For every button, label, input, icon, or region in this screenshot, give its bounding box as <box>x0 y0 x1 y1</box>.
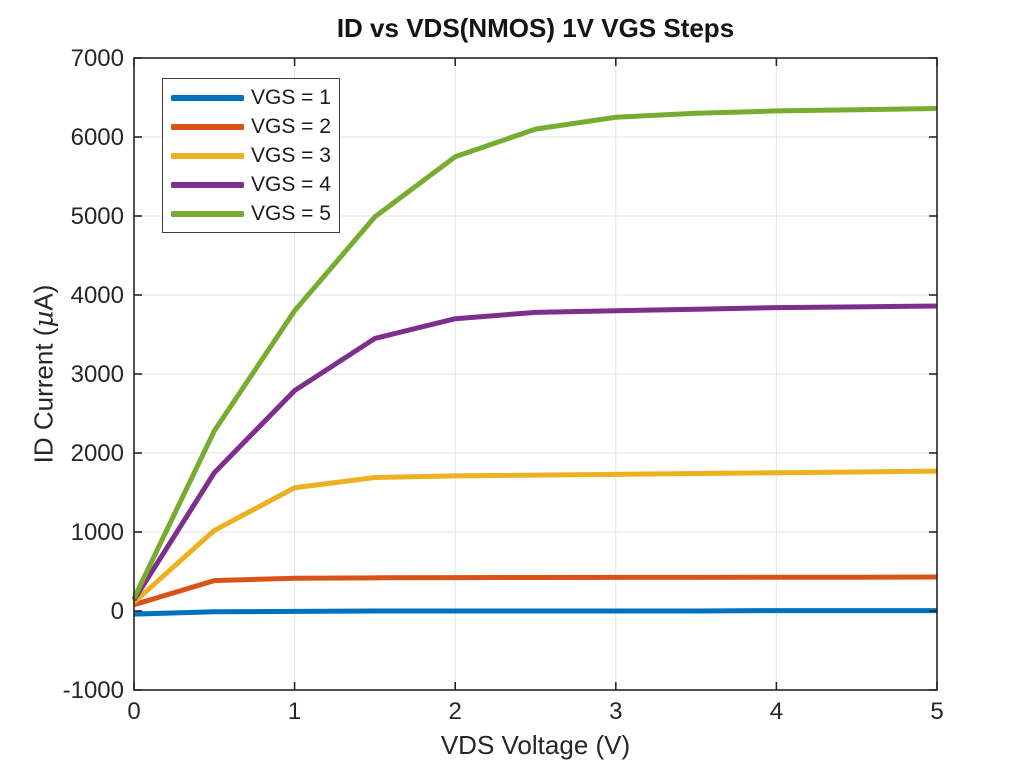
series-line-vgs-4 <box>131 303 938 602</box>
x-tick-label: 3 <box>609 698 622 725</box>
mu-symbol: µ <box>29 310 60 328</box>
legend-label: VGS = 5 <box>251 201 331 225</box>
y-tick-label: 3000 <box>71 361 124 388</box>
y-tick-label: -1000 <box>63 677 124 704</box>
y-axis-label: ID Current (µA) <box>29 285 60 464</box>
legend-line-swatch <box>171 210 244 217</box>
x-tick-label: 0 <box>127 698 140 725</box>
y-tick-label: 0 <box>111 598 124 625</box>
y-axis-label-unit: A) <box>28 284 59 311</box>
legend-label: VGS = 1 <box>251 85 331 109</box>
x-tick-label: 2 <box>449 698 462 725</box>
legend-item: VGS = 3 <box>163 141 339 170</box>
y-tick-label: 1000 <box>71 519 124 546</box>
legend: VGS = 1 VGS = 2 VGS = 3 VGS = 4 VGS = 5 <box>162 78 340 233</box>
y-tick-label: 4000 <box>71 282 124 309</box>
series-line-vgs-5 <box>131 106 938 600</box>
chart-title: ID vs VDS(NMOS) 1V VGS Steps <box>336 13 735 43</box>
legend-item: VGS = 4 <box>163 170 339 199</box>
series-line-vgs-1 <box>133 608 937 617</box>
x-axis-label: VDS Voltage (V) <box>440 730 631 760</box>
y-axis-label-text: ID Current ( <box>28 327 59 464</box>
y-tick-label: 6000 <box>71 124 124 151</box>
series-line-vgs-2 <box>133 574 938 608</box>
legend-line-swatch <box>171 181 244 188</box>
legend-label: VGS = 2 <box>251 114 331 138</box>
y-tick-label: 7000 <box>71 45 124 72</box>
y-tick-label: 2000 <box>71 440 124 467</box>
series-line-vgs-3 <box>132 468 938 605</box>
legend-item: VGS = 5 <box>163 199 339 228</box>
legend-label: VGS = 3 <box>251 143 331 167</box>
legend-item: VGS = 2 <box>163 112 339 141</box>
x-tick-label: 4 <box>770 698 783 725</box>
legend-item: VGS = 1 <box>163 83 339 112</box>
legend-line-swatch <box>171 152 244 159</box>
x-tick-label: 1 <box>288 698 301 725</box>
legend-line-swatch <box>171 123 244 130</box>
legend-line-swatch <box>171 94 244 101</box>
x-tick-label: 5 <box>930 698 943 725</box>
y-tick-label: 5000 <box>71 203 124 230</box>
legend-label: VGS = 4 <box>251 172 331 196</box>
